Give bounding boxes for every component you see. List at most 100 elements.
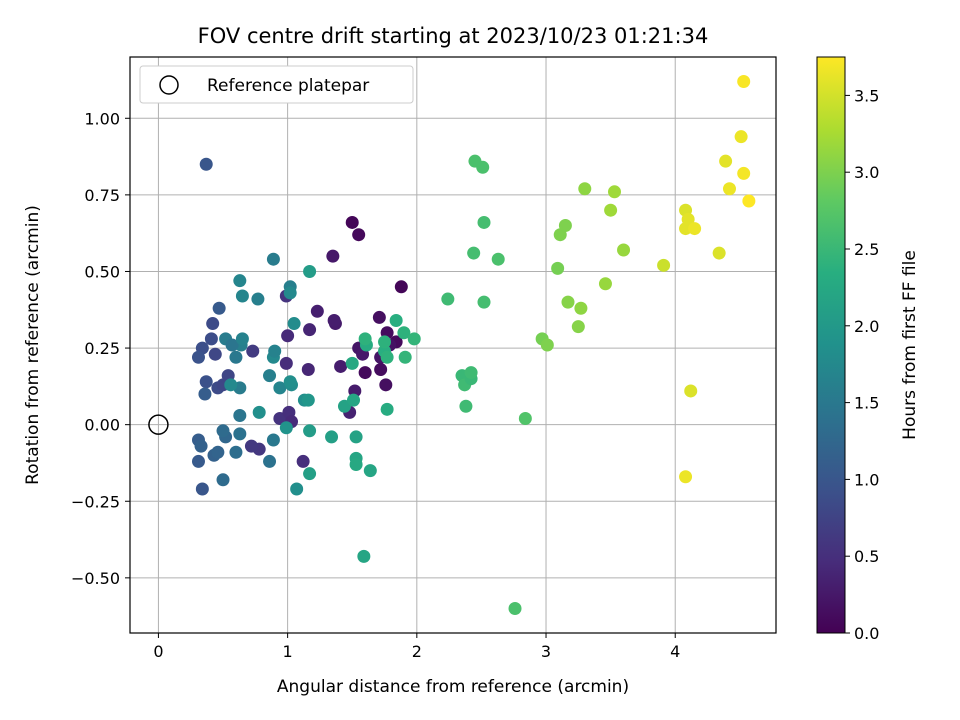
data-point (216, 473, 230, 487)
data-point (398, 350, 412, 364)
data-point (334, 359, 348, 373)
data-point (204, 332, 218, 346)
data-point (191, 454, 205, 468)
reference-marker-group (148, 414, 169, 435)
data-point (734, 130, 748, 144)
data-point (722, 182, 736, 196)
chart-title: FOV centre drift starting at 2023/10/23 … (198, 24, 709, 48)
reference-platepar-marker (148, 414, 169, 435)
data-point (326, 249, 340, 263)
data-point (374, 363, 388, 377)
data-point (380, 402, 394, 416)
data-point (279, 421, 293, 435)
data-point (477, 215, 491, 229)
data-point (719, 154, 733, 168)
data-point (301, 393, 315, 407)
data-point (198, 387, 212, 401)
data-point (379, 378, 393, 392)
data-point (358, 366, 372, 380)
y-tick-label: −0.50 (71, 569, 120, 588)
data-point (518, 412, 532, 426)
data-point (467, 246, 481, 260)
colorbar-tick-label: 1.0 (854, 470, 879, 489)
x-tick-label: 3 (541, 642, 551, 661)
data-point (540, 338, 554, 352)
data-point (477, 295, 491, 309)
y-tick-label: −0.25 (71, 492, 120, 511)
data-point (325, 430, 339, 444)
data-point (233, 408, 247, 422)
data-point (233, 427, 247, 441)
colorbar-tick-label: 0.0 (854, 624, 879, 643)
data-point (301, 363, 315, 377)
data-point (263, 454, 277, 468)
x-axis-label: Angular distance from reference (arcmin) (277, 677, 629, 697)
data-point (251, 292, 265, 306)
y-tick-label: 0.00 (84, 416, 120, 435)
data-point (235, 332, 249, 346)
data-point (558, 219, 572, 233)
data-point (246, 344, 260, 358)
y-axis-label: Rotation from reference (arcmin) (23, 205, 43, 485)
data-point (679, 470, 693, 484)
data-point (296, 454, 310, 468)
data-point (194, 439, 208, 453)
colorbar-tick-label: 2.5 (854, 240, 879, 259)
data-point (598, 277, 612, 291)
data-point (712, 246, 726, 260)
data-point (352, 228, 366, 242)
y-tick-label: 0.50 (84, 262, 120, 281)
data-point (345, 356, 359, 370)
data-point (476, 160, 490, 174)
data-point (303, 264, 317, 278)
data-point (574, 301, 588, 315)
colorbar-tick-label: 3.5 (854, 86, 879, 105)
data-point (608, 185, 621, 199)
data-point (224, 378, 238, 392)
data-point (303, 467, 317, 481)
data-point (464, 366, 478, 380)
data-point (211, 445, 225, 459)
data-point (688, 222, 702, 236)
y-tick-label: 0.75 (84, 186, 120, 205)
data-point (378, 335, 392, 349)
data-point (657, 258, 671, 272)
data-point (349, 430, 363, 444)
data-point (225, 338, 239, 352)
y-axis-ticks: −0.50 −0.25 0.00 0.25 0.50 0.75 1.00 (71, 109, 130, 588)
plot-area-frame (129, 56, 777, 634)
colorbar-label: Hours from first FF file (900, 250, 920, 440)
data-point (266, 433, 280, 447)
data-point (508, 601, 522, 615)
data-points (191, 75, 756, 615)
data-point (303, 424, 317, 438)
data-point (737, 75, 751, 89)
data-point (347, 393, 361, 407)
data-point (273, 381, 287, 395)
data-point (208, 347, 222, 361)
data-point (363, 464, 377, 478)
data-point (310, 304, 324, 318)
data-point (551, 261, 565, 275)
legend-reference-marker-icon (159, 75, 179, 95)
data-point (681, 212, 695, 226)
data-point (578, 182, 592, 196)
colorbar-tick-label: 3.0 (854, 163, 879, 182)
data-point (281, 329, 295, 343)
colorbar-tick-label: 2.0 (854, 317, 879, 336)
data-point (397, 326, 411, 340)
data-point (283, 286, 297, 300)
colorbar: 0.0 0.5 1.0 1.5 2.0 2.5 3.0 3.5 Hours from firs… (816, 56, 920, 643)
data-point (283, 375, 297, 389)
y-tick-label: 0.25 (84, 339, 120, 358)
data-point (394, 280, 408, 294)
data-point (233, 274, 247, 288)
data-point (279, 356, 293, 370)
x-tick-label: 2 (412, 642, 422, 661)
data-point (358, 332, 372, 346)
data-point (604, 203, 618, 217)
data-point (349, 457, 363, 471)
legend: Reference platepar (139, 65, 414, 104)
